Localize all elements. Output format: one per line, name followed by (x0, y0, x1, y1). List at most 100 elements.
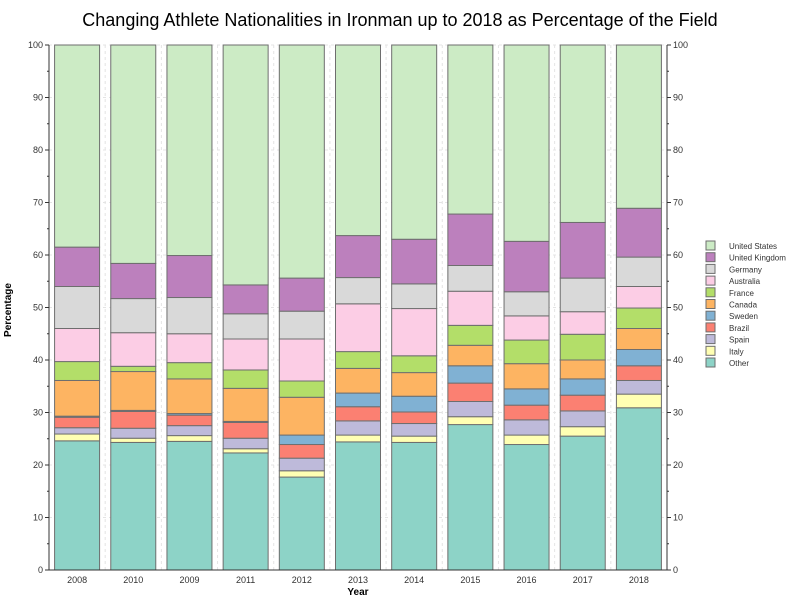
y-tick-label-right: 100 (673, 40, 688, 50)
bar-segment-spain (559, 410, 606, 428)
bar-segment-brazil (447, 382, 494, 402)
bar-segment-spain (615, 379, 662, 395)
bar-segment-germany (447, 265, 494, 292)
bar-segment-united-kingdom (447, 213, 494, 267)
bar-segment-canada (559, 359, 606, 380)
bar-segment-other (559, 435, 606, 571)
legend-item-brazil: Brazil (705, 322, 749, 333)
bar-segment-spain (54, 427, 101, 435)
legend-label: Brazil (729, 324, 749, 333)
bar-stack-2009 (166, 44, 213, 571)
y-tick-label-right: 90 (673, 93, 683, 103)
bar-segment-spain (391, 423, 438, 437)
y-tick-label-left: 20 (33, 460, 43, 470)
bar-segment-united-states (222, 44, 269, 286)
legend-label: Other (729, 359, 749, 368)
legend-label: United States (729, 242, 777, 251)
bar-segment-canada (54, 379, 101, 417)
bar-segment-italy (110, 437, 157, 443)
bar-segment-france (559, 333, 606, 361)
y-tick-label-right: 0 (673, 565, 678, 575)
legend-swatch (705, 287, 716, 298)
bar-segment-united-kingdom (222, 284, 269, 315)
bar-segment-spain (447, 400, 494, 418)
bar-segment-germany (110, 298, 157, 334)
x-tick-label: 2018 (629, 575, 649, 585)
bar-segment-spain (278, 457, 325, 472)
bar-segment-italy (503, 434, 550, 446)
bar-segment-italy (559, 426, 606, 437)
bar-segment-united-states (615, 44, 662, 209)
bar-segment-australia (335, 303, 381, 353)
bar-stack-2016 (503, 44, 550, 571)
legend-item-sweden: Sweden (705, 310, 758, 321)
legend-label: France (729, 289, 754, 298)
x-tick-label: 2009 (179, 575, 199, 585)
bar-segment-sweden (447, 365, 494, 384)
bar-segment-australia (54, 328, 101, 363)
bar-segment-other (503, 444, 550, 571)
bar-segment-germany (54, 286, 101, 329)
x-tick-label: 2017 (573, 575, 593, 585)
legend-item-united-kingdom: United Kingdom (705, 252, 786, 263)
bar-stack-2012 (278, 44, 325, 571)
bar-segment-italy (222, 448, 269, 454)
bar-segment-italy (166, 435, 213, 442)
x-tick-label: 2011 (236, 575, 255, 585)
bar-segment-sweden (615, 349, 662, 367)
bar-segment-brazil (335, 406, 381, 422)
bar-segment-italy (54, 433, 101, 442)
bar-segment-united-states (54, 44, 101, 248)
legend-item-france: France (705, 287, 754, 298)
legend-swatch (705, 252, 716, 263)
legend-item-canada: Canada (705, 299, 758, 310)
bar-segment-united-kingdom (278, 277, 325, 312)
legend-item-other: Other (705, 357, 749, 368)
bar-stack-2010 (110, 44, 157, 571)
bar-stack-2015 (447, 44, 494, 571)
bar-segment-italy (391, 435, 438, 443)
legend-label: Australia (729, 277, 761, 286)
bar-segment-united-states (166, 44, 213, 257)
bar-segment-spain (335, 420, 381, 436)
bar-segment-other (166, 440, 213, 571)
x-axis-label: Year (347, 587, 368, 598)
legend-swatch (705, 334, 716, 345)
bar-segment-united-states (391, 44, 438, 240)
bar-segment-italy (278, 470, 325, 478)
bar-segment-canada (335, 367, 381, 394)
bar-segment-australia (222, 338, 269, 371)
y-tick-label-right: 50 (673, 303, 683, 313)
legend-item-italy: Italy (705, 345, 744, 356)
legend-swatch (705, 322, 716, 333)
bar-segment-other (222, 452, 269, 571)
bar-segment-france (391, 355, 438, 374)
y-tick-label-left: 40 (33, 355, 43, 365)
bar-segment-united-kingdom (391, 238, 438, 285)
bar-segment-sweden (503, 388, 550, 406)
x-tick-label: 2014 (404, 575, 424, 585)
x-tick-label: 2008 (67, 575, 87, 585)
x-tick-label: 2016 (517, 575, 537, 585)
bar-stack-2014 (391, 44, 438, 571)
bar-segment-germany (559, 277, 606, 313)
y-axis-label: Percentage (3, 283, 14, 337)
bar-segment-france (615, 307, 662, 329)
bar-segment-united-states (559, 44, 606, 223)
legend-label: Sweden (729, 312, 758, 321)
bar-segment-france (503, 339, 550, 365)
y-tick-label-left: 90 (33, 93, 43, 103)
bar-segment-brazil (222, 421, 269, 439)
bar-segment-italy (447, 416, 494, 426)
bar-segment-united-kingdom (166, 255, 213, 299)
bar-segment-other (54, 440, 101, 571)
y-tick-label-left: 50 (33, 303, 43, 313)
bar-segment-spain (166, 425, 213, 437)
x-tick-label: 2013 (348, 575, 368, 585)
y-tick-label-right: 40 (673, 355, 683, 365)
bar-segment-united-states (503, 44, 550, 242)
legend-swatch (705, 310, 716, 321)
axes: 2008 2010 2009 2011 2012 2013 2014 2015 2016 2017… (28, 40, 688, 585)
bar-segment-france (447, 324, 494, 346)
bar-segment-spain (503, 419, 550, 436)
